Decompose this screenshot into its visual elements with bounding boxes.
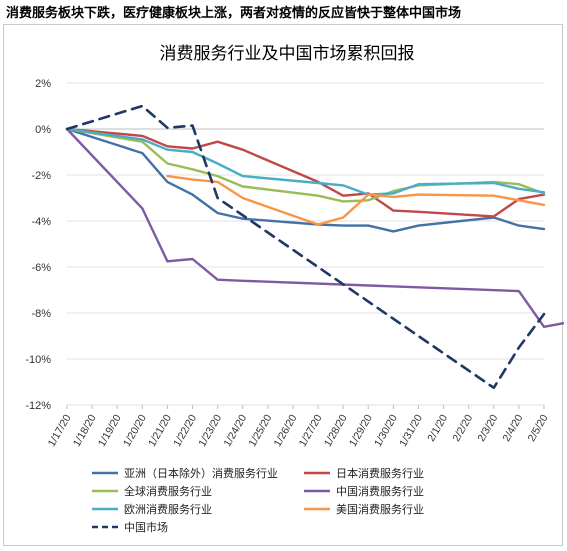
- y-tick-label: -10%: [25, 354, 51, 366]
- legend-label-4: 欧洲消费服务行业: [124, 502, 212, 516]
- y-tick-label: -6%: [31, 262, 51, 274]
- y-tick-label: 0%: [35, 124, 51, 136]
- x-axis-ticks: 1/17/201/18/201/19/201/20/201/21/201/22/…: [46, 405, 551, 449]
- legend-label-6: 中国市场: [124, 520, 168, 534]
- x-tick-label: 1/27/20: [297, 412, 325, 448]
- y-tick-label: -4%: [31, 216, 51, 228]
- x-tick-label: 1/17/20: [46, 412, 74, 448]
- x-tick-label: 1/31/20: [397, 412, 425, 448]
- legend-label-3: 中国消费服务行业: [336, 484, 424, 498]
- x-tick-label: 1/18/20: [71, 412, 99, 448]
- x-tick-label: 1/30/20: [372, 412, 400, 448]
- legend-label-5: 美国消费服务行业: [336, 502, 424, 516]
- legend-label-2: 全球消费服务行业: [124, 484, 212, 498]
- series-line-0: [65, 127, 546, 233]
- x-tick-label: 1/19/20: [96, 412, 124, 448]
- y-tick-label: -8%: [31, 308, 51, 320]
- series-line-6: [65, 104, 546, 390]
- series-lines: [65, 104, 564, 390]
- x-tick-label: 2/3/20: [475, 412, 500, 443]
- grid-lines: [67, 82, 544, 406]
- chart-caption: 消费服务板块下跌，医疗健康板块上涨，两者对疫情的反应皆快于整体中国市场: [6, 6, 462, 21]
- chart-title: 消费服务行业及中国市场累积回报: [160, 44, 415, 64]
- x-tick-label: 1/20/20: [121, 412, 149, 448]
- x-tick-label: 2/1/20: [425, 412, 450, 443]
- y-tick-label: -2%: [31, 170, 51, 182]
- x-tick-label: 1/26/20: [272, 412, 300, 448]
- line-chart: 消费服务行业及中国市场累积回报 2% 0% -2% -4% -6% -8% -10% -12%…: [25, 44, 564, 534]
- x-tick-label: 2/4/20: [500, 412, 525, 443]
- x-tick-label: 2/2/20: [450, 412, 475, 443]
- y-axis-ticks: 2% 0% -2% -4% -6% -8% -10% -12%: [25, 78, 51, 412]
- series-line-5: [166, 174, 546, 226]
- x-tick-label: 1/22/20: [171, 412, 199, 448]
- legend-label-0: 亚洲（日本除外）消费服务行业: [124, 466, 278, 480]
- series-line-1: [65, 127, 546, 218]
- x-tick-label: 2/5/20: [526, 412, 551, 443]
- series-line-4: [65, 127, 546, 196]
- x-tick-label: 1/24/20: [221, 412, 249, 448]
- x-tick-label: 1/21/20: [146, 412, 174, 448]
- y-tick-label: -12%: [25, 400, 51, 412]
- legend-label-1: 日本消费服务行业: [336, 466, 424, 480]
- chart-frame: 消费服务行业及中国市场累积回报 2% 0% -2% -4% -6% -8% -10% -12%…: [3, 24, 564, 546]
- x-tick-label: 1/23/20: [196, 412, 224, 448]
- x-tick-label: 1/25/20: [247, 412, 275, 448]
- x-tick-label: 1/29/20: [347, 412, 375, 448]
- series-line-3: [65, 127, 564, 328]
- y-tick-label: 2%: [35, 78, 51, 90]
- x-tick-label: 1/28/20: [322, 412, 350, 448]
